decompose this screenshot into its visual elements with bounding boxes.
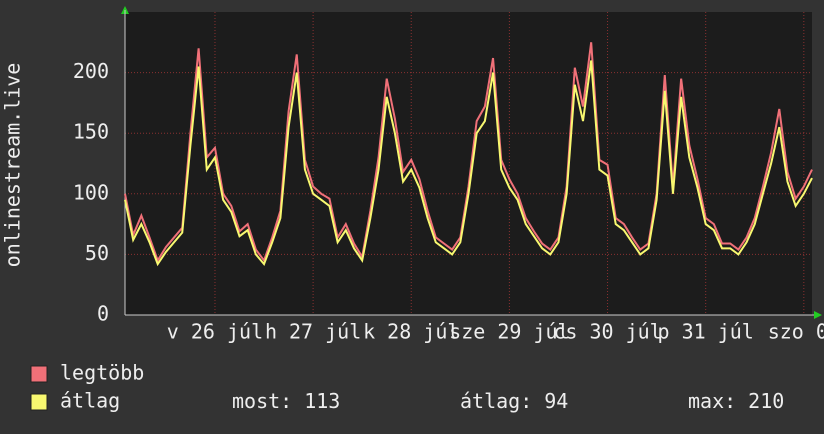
legend-label: legtöbb (60, 361, 144, 385)
series-line (124, 60, 813, 267)
y-tick-label: 100 (73, 180, 109, 204)
stat-label: max: (688, 389, 736, 413)
y-tick-label: 50 (85, 241, 109, 265)
y-axis-label: onlinestream.live (1, 63, 25, 268)
legend-swatch (30, 393, 48, 411)
legend-label: átlag (60, 389, 120, 413)
stat: most: 113 (232, 389, 340, 413)
x-tick-label: k 28 júl (363, 320, 459, 344)
plot-area (125, 12, 812, 315)
x-tick-label: sze 29 júl (449, 320, 569, 344)
x-tick-label: cs 30 júl (553, 320, 661, 344)
stat: max: 210 (688, 389, 784, 413)
x-tick-label: v 26 júl (167, 320, 263, 344)
x-tick-label: p 31 júl (658, 320, 754, 344)
stat-value: 113 (304, 389, 340, 413)
legend-swatch (30, 365, 48, 383)
stat-value: 210 (748, 389, 784, 413)
x-tick-label: h 27 júl (265, 320, 361, 344)
y-tick-label: 200 (73, 59, 109, 83)
axis-arrow (814, 311, 822, 319)
stat: átlag: 94 (460, 389, 568, 413)
stat-value: 94 (544, 389, 568, 413)
stat-label: átlag: (460, 389, 532, 413)
x-tick-label: szo 01 (768, 320, 824, 344)
y-tick-label: 150 (73, 120, 109, 144)
y-tick-label: 0 (97, 302, 109, 326)
stat-label: most: (232, 389, 292, 413)
